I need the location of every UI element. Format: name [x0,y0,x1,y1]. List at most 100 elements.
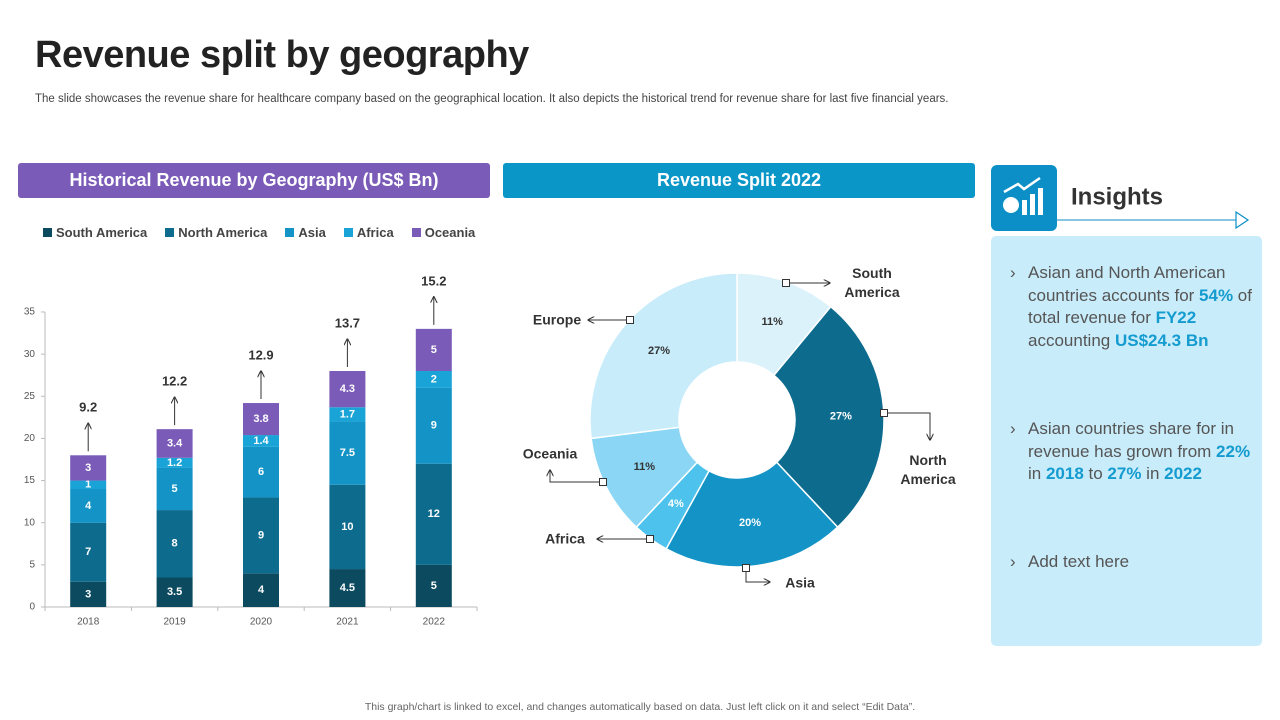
callout-label: Asia [785,574,815,591]
callout-anchor [626,316,634,324]
callout-line [550,470,603,483]
bar-value-label: 1.2 [167,457,182,469]
total-label: 12.9 [248,347,273,362]
callout-anchor [880,409,888,417]
slice-label: 11% [634,461,656,473]
legend-item: Oceania [411,225,476,240]
insight-text: Asian and North American countries accou… [1028,263,1226,305]
footer: This graph/chart is linked to excel, and… [364,701,916,713]
bar-value-label: 5 [431,344,437,356]
bar-segment [329,484,366,570]
bar-value-label: 3.5 [167,586,182,598]
bar-segment [156,577,193,607]
callout-anchor [599,478,607,486]
legend-swatch [165,228,175,237]
bar-segment [415,328,452,371]
bar-segment [156,467,193,511]
legend-item: South America [43,225,147,240]
donut-slice [589,272,738,440]
legend-label: Africa [356,225,394,240]
callout-anchor [646,535,654,543]
bar-segment [329,371,366,408]
donut-slice [665,461,839,568]
insight-highlight: 27% [1107,464,1142,483]
insight-text: Asian countries share for in revenue has… [1028,419,1234,461]
insights-icon-box [991,165,1057,231]
x-tick-label: 2018 [77,617,100,628]
bar-segment [415,564,452,607]
bar-value-label: 10 [341,521,353,533]
legend-label: Asia [298,225,326,240]
insights-arrow [1235,210,1250,230]
insight-highlight: 54% [1199,285,1234,305]
y-tick-label: 25 [24,391,36,402]
bar-segment [243,403,279,436]
bar-segment [243,497,279,574]
slice-label: 20% [739,517,761,529]
slide-title: Revenue split by geography [35,34,529,76]
bar-value-label: 3.4 [167,437,183,449]
callout-line [884,412,930,440]
y-tick-label: 0 [29,602,35,613]
callout-anchor [742,564,750,572]
bar-value-label: 3 [85,588,91,600]
callout-label: Africa [545,530,585,547]
insights-icon [1003,176,1043,215]
bar-value-label: 4.5 [340,582,355,594]
bar-segment [70,455,107,481]
callout-anchor [782,279,790,287]
insight-item: Asian and North American countries accou… [1010,262,1260,352]
pie-chart-header: Revenue Split 2022 [503,163,975,198]
bar-value-label: 9 [431,420,437,432]
insights-title: Insights [1071,183,1163,210]
bar-value-label: 8 [172,538,178,550]
y-tick-label: 35 [24,307,36,318]
insight-text: accounting [1028,330,1115,350]
bar-segment [415,463,452,565]
bar-chart-header: Historical Revenue by Geography (US$ Bn) [18,163,490,198]
x-tick-label: 2019 [163,617,186,628]
bar-segment [70,480,107,489]
insight-text: Add text here [1028,552,1130,571]
y-tick-label: 5 [29,559,35,570]
bar-value-label: 12 [428,508,440,520]
bar-value-label: 6 [258,466,264,478]
x-tick-label: 2022 [423,617,446,628]
insight-highlight: 2018 [1045,464,1084,483]
bar-segment [70,522,107,582]
bar-value-label: 5 [431,580,437,592]
y-tick-label: 20 [24,433,36,444]
bar-value-label: 5 [172,483,178,495]
total-label: 12.2 [162,374,187,389]
legend-item: North America [165,225,267,240]
bar-segment [243,573,279,607]
bar-value-label: 9 [258,529,264,541]
bar-segment [415,371,452,388]
insight-highlight: 2022 [1164,464,1202,483]
y-tick-label: 30 [24,349,36,360]
bar-value-label: 4 [258,584,265,596]
y-tick-label: 10 [24,517,36,528]
legend-label: Oceania [424,225,476,240]
slice-label: 27% [830,411,852,423]
slide-subtitle: The slide showcases the revenue share fo… [35,93,949,105]
bar-value-label: 1.7 [340,408,355,420]
legend-label: North America [178,225,268,240]
total-label: 9.2 [79,400,97,415]
callout-label: Europe [532,311,582,328]
bar-value-label: 2 [431,373,437,385]
bar-segment [329,421,366,485]
y-tick-label: 15 [24,475,36,486]
bar-segment [329,569,366,607]
slice-label: 27% [648,345,670,357]
bar-value-label: 3 [85,462,91,474]
slice-label: 4% [668,498,684,510]
bar-value-label: 1 [85,479,91,491]
legend-swatch [411,228,421,237]
bar-segment [70,581,107,607]
callout-label: Oceania [522,445,578,462]
legend-swatch [343,228,353,237]
insight-highlight: 22% [1216,441,1251,461]
